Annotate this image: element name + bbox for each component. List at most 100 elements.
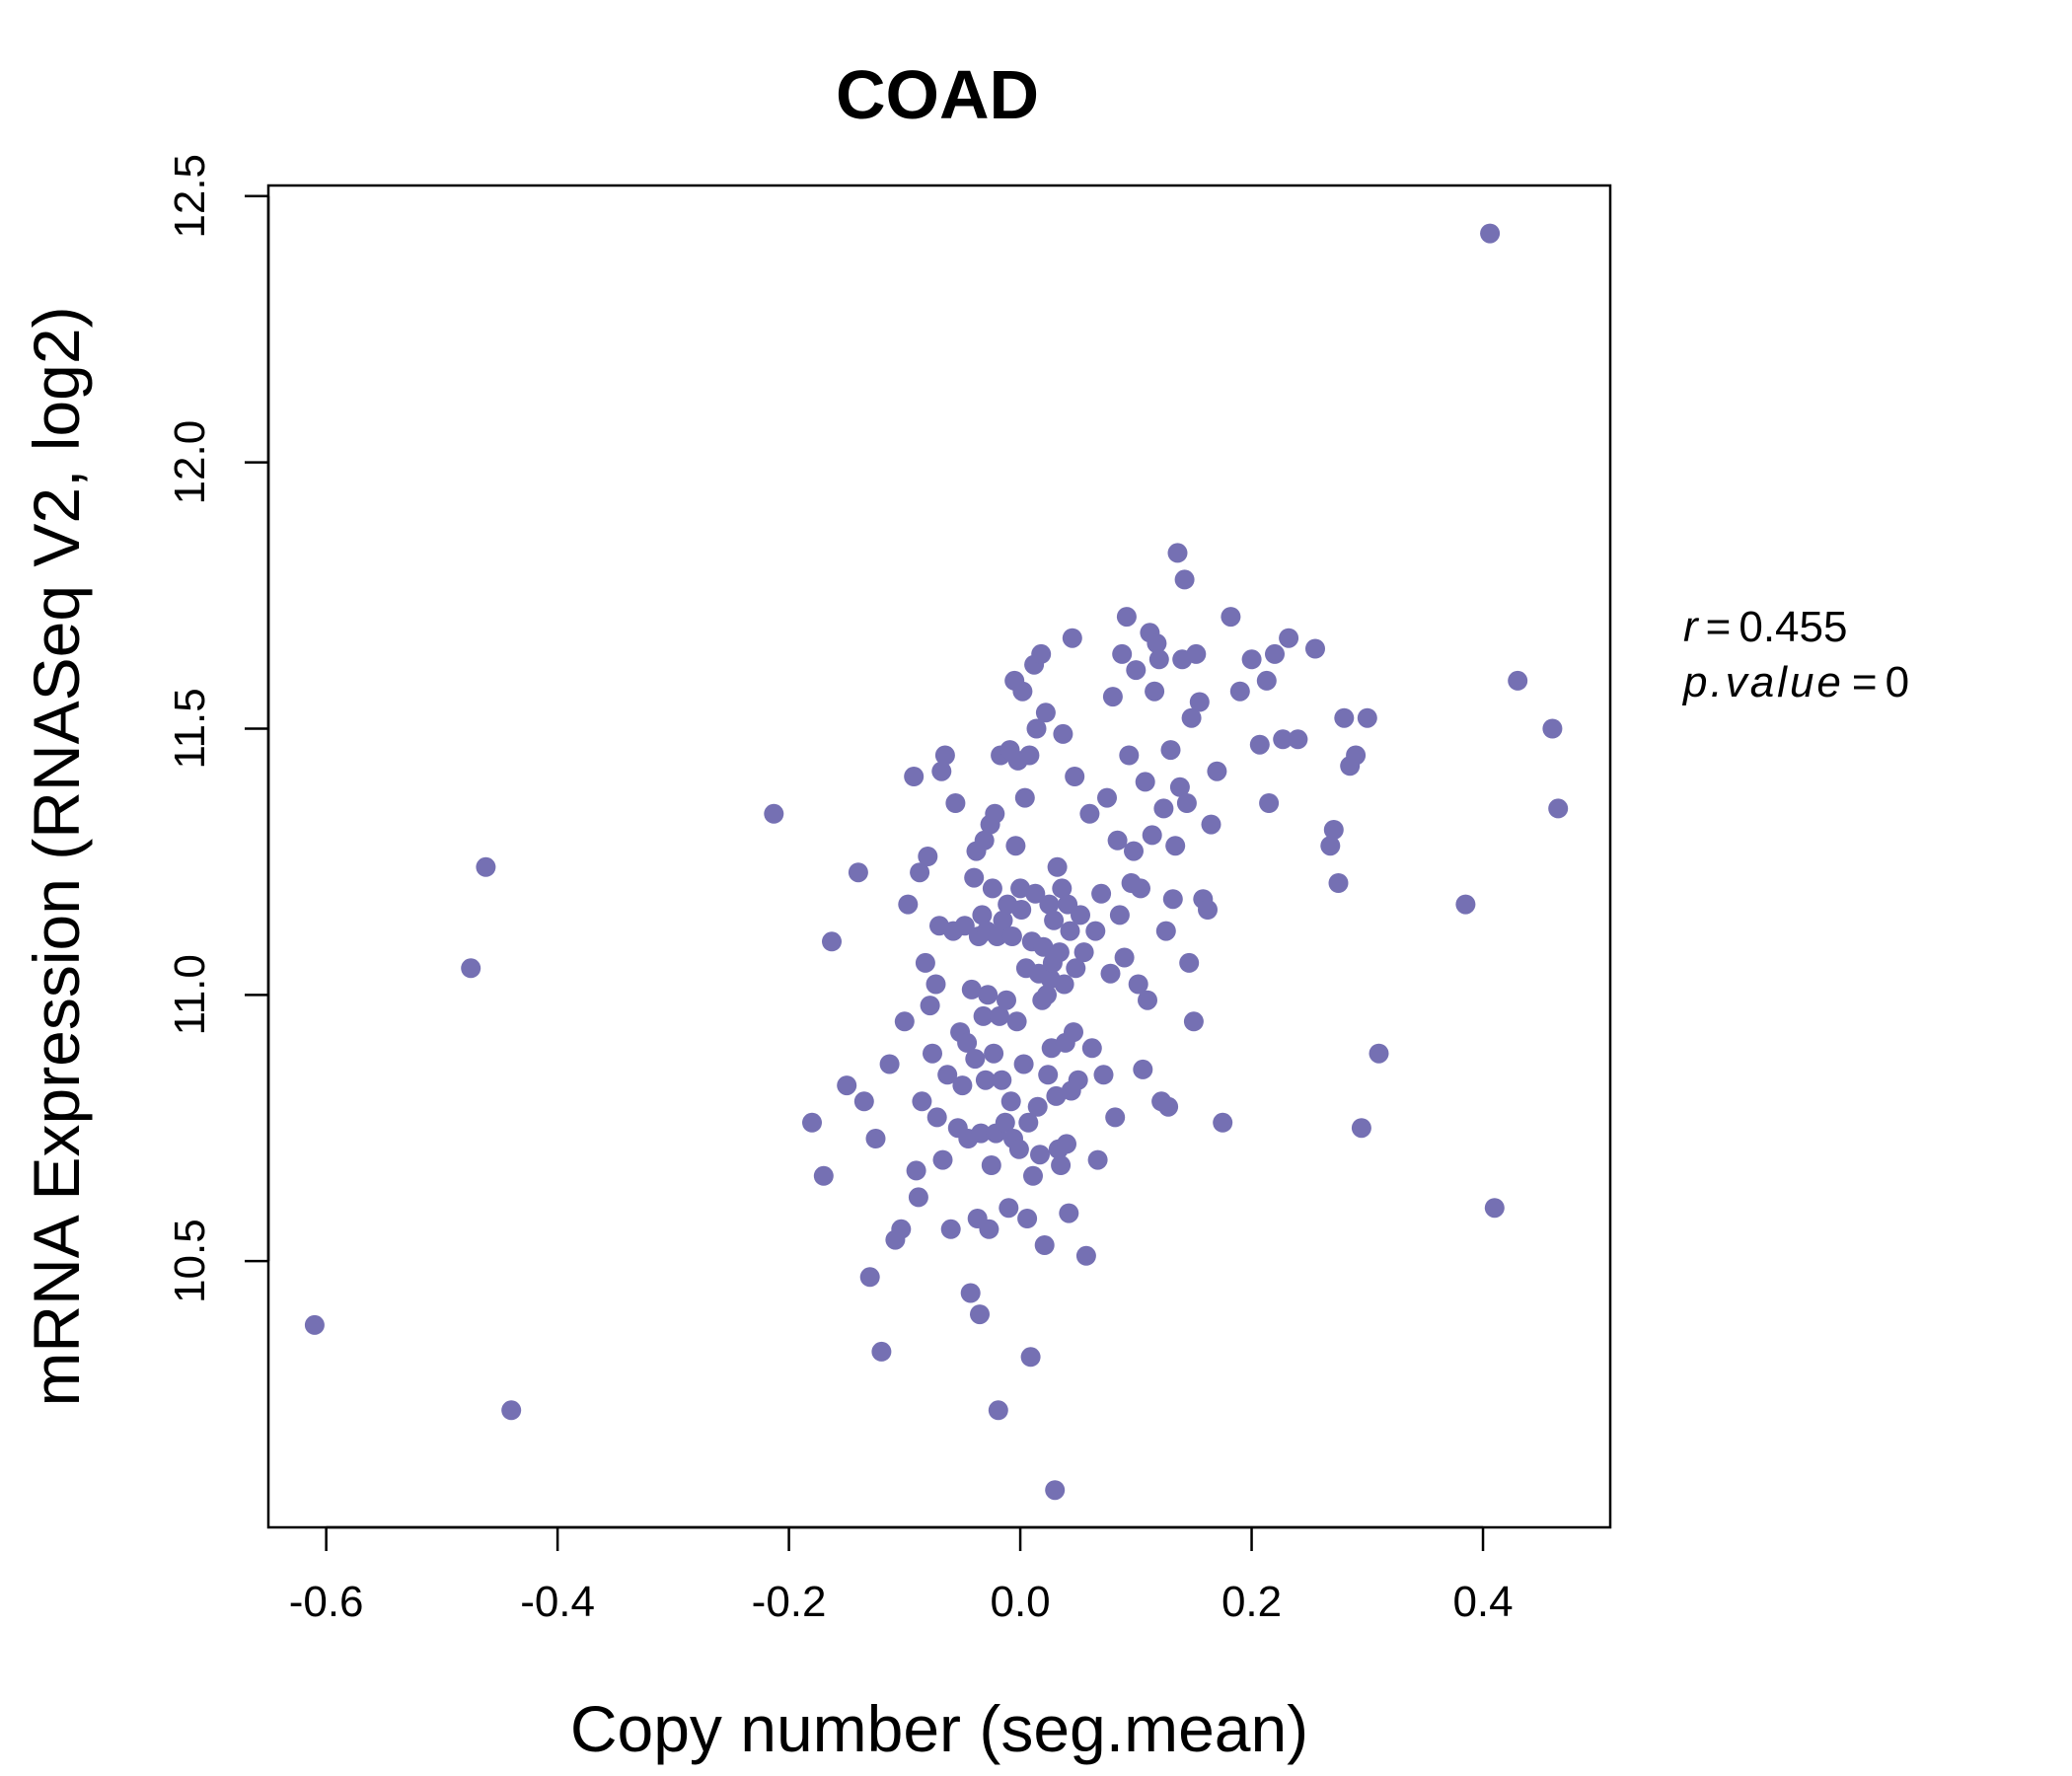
data-point (859, 1267, 880, 1288)
data-point (904, 767, 925, 786)
data-point (1081, 1038, 1102, 1059)
data-point (932, 1149, 953, 1170)
data-point (970, 1304, 990, 1325)
data-point (865, 1129, 886, 1148)
data-point (937, 1065, 958, 1085)
data-point (1000, 1091, 1021, 1112)
data-point (1045, 1480, 1066, 1501)
data-point (1328, 873, 1349, 893)
data-point (910, 862, 930, 883)
data-point (898, 894, 919, 915)
data-point (1162, 889, 1183, 910)
data-point (1017, 1209, 1038, 1228)
data-point (974, 830, 995, 851)
data-point (1186, 643, 1207, 664)
data-point (1023, 1165, 1043, 1186)
data-point (1147, 633, 1167, 654)
data-point (1508, 670, 1528, 691)
data-point (764, 803, 784, 824)
data-point (1079, 803, 1100, 824)
data-point (1053, 723, 1073, 744)
data-point (1153, 798, 1174, 819)
data-point (813, 1165, 834, 1186)
data-point (1011, 900, 1032, 920)
data-point (1213, 1112, 1233, 1133)
points-layer (304, 223, 1569, 1501)
data-point (1305, 638, 1325, 659)
data-point (1035, 703, 1056, 723)
data-point (1064, 1022, 1083, 1043)
x-axis: -0.6 -0.4 -0.2 0.0 0.2 0.4 (289, 1525, 1514, 1626)
data-point (915, 952, 935, 973)
data-point (957, 1032, 978, 1053)
data-point (975, 1070, 996, 1090)
data-point (1097, 787, 1117, 808)
data-point (1091, 883, 1112, 904)
data-point (1249, 734, 1270, 755)
x-tick-label: -0.2 (752, 1578, 827, 1626)
data-point (1369, 1043, 1389, 1064)
correlation-annotation: r = 0.455 p.value = 0 (1681, 603, 1909, 706)
data-point (985, 803, 1005, 824)
data-point (1181, 707, 1202, 728)
data-point (1174, 569, 1195, 590)
data-point (1107, 830, 1128, 851)
data-point (1176, 793, 1197, 813)
data-point (1351, 1118, 1371, 1139)
data-point (1093, 1065, 1114, 1085)
data-point (918, 847, 938, 866)
data-point (853, 1091, 874, 1112)
data-point (978, 985, 999, 1005)
data-point (954, 916, 975, 936)
x-tick-label: -0.6 (289, 1578, 364, 1626)
data-point (982, 878, 1002, 899)
plot-frame (266, 184, 1612, 1529)
data-point (1068, 1070, 1088, 1090)
data-point (971, 1123, 992, 1144)
data-point (894, 1011, 915, 1032)
data-point (988, 1400, 1008, 1421)
data-point (1148, 649, 1169, 670)
data-point (1279, 628, 1299, 648)
data-point (965, 1049, 986, 1070)
data-point (1018, 1112, 1039, 1133)
data-point (960, 1283, 981, 1303)
data-point (1057, 1134, 1076, 1154)
data-point (1012, 681, 1033, 702)
data-point (871, 1341, 892, 1362)
data-point (476, 856, 496, 877)
data-point (1357, 707, 1377, 728)
data-point (837, 1075, 857, 1096)
data-point (1323, 820, 1344, 840)
x-tick-label: 0.4 (1452, 1578, 1513, 1626)
data-point (1006, 1011, 1027, 1032)
data-point (1047, 856, 1068, 877)
data-point (501, 1400, 522, 1421)
data-point (1320, 836, 1341, 856)
data-point (1008, 1139, 1029, 1159)
data-point (1052, 878, 1073, 899)
data-point (879, 1054, 900, 1074)
data-point (1135, 772, 1155, 792)
data-point (1133, 1059, 1153, 1079)
data-point (920, 996, 940, 1016)
x-tick-label: -0.4 (520, 1578, 595, 1626)
data-point (891, 1219, 912, 1239)
y-tick-label: 12.5 (166, 154, 214, 239)
data-point (1051, 1155, 1072, 1175)
data-point (1087, 1149, 1108, 1170)
data-point (1037, 985, 1057, 1005)
data-point (1169, 777, 1190, 797)
data-point (1026, 718, 1047, 739)
data-point (1062, 628, 1082, 648)
data-point (1241, 649, 1262, 670)
data-point (1030, 1145, 1050, 1165)
data-point (993, 910, 1013, 930)
data-point (1131, 878, 1150, 899)
data-point (822, 931, 842, 952)
data-point (1027, 1096, 1048, 1117)
data-point (1201, 814, 1221, 835)
data-point (1160, 740, 1181, 761)
y-axis-title: mRNA Expression (RNASeq V2, log2) (20, 306, 93, 1406)
